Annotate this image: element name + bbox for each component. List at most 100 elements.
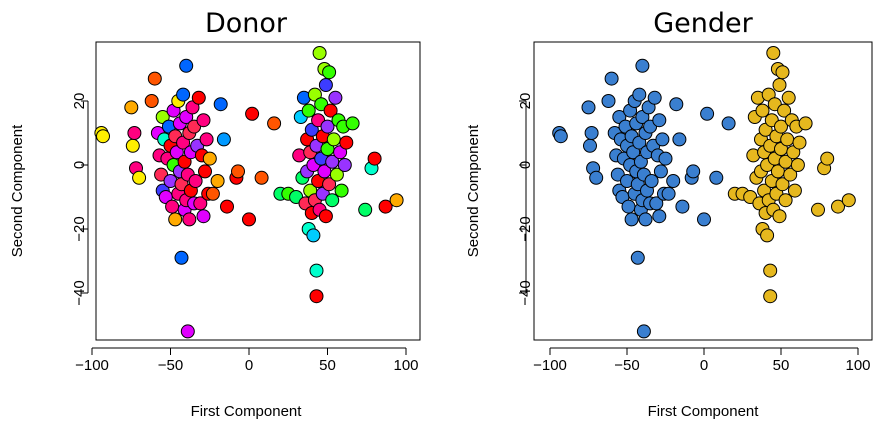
- donor-point: [320, 119, 335, 134]
- donor-point: [210, 174, 225, 188]
- donor-point: [182, 212, 197, 227]
- donor-point: [185, 100, 200, 115]
- donor-point: [180, 324, 195, 339]
- donor-panel: Donor −100 −50 0 50 100 −40 −20 0 20 First Comp…: [9, 8, 421, 420]
- donor-point: [312, 46, 327, 60]
- gender-point: [777, 103, 792, 118]
- gender-point: [763, 289, 778, 304]
- gender-point: [621, 199, 636, 214]
- gender-point: [644, 174, 659, 188]
- gender-points: [552, 46, 856, 339]
- donor-plot-frame: [95, 41, 421, 341]
- gender-point: [780, 132, 795, 147]
- gender-x-tick-label: −50: [614, 357, 639, 374]
- gender-point: [652, 113, 667, 128]
- gender-x-tick-label: 100: [845, 357, 870, 374]
- gender-point: [661, 186, 676, 201]
- donor-point: [367, 151, 382, 166]
- gender-point: [653, 164, 668, 179]
- gender-point: [700, 106, 715, 121]
- gender-point: [604, 71, 619, 86]
- donor-point: [176, 87, 191, 102]
- gender-point: [783, 167, 798, 182]
- donor-point: [334, 183, 349, 198]
- gender-point: [584, 126, 599, 140]
- gender-point: [772, 209, 787, 224]
- donor-point: [216, 132, 231, 147]
- donor-point: [329, 167, 344, 182]
- donor-x-tick-label: −100: [75, 357, 109, 374]
- donor-x-tick-label: −50: [158, 357, 183, 374]
- donor-point: [245, 106, 260, 121]
- gender-point: [666, 174, 681, 188]
- gender-y-tick-label: −20: [517, 216, 534, 241]
- gender-point: [774, 119, 788, 134]
- donor-point: [339, 135, 354, 150]
- gender-point: [697, 212, 711, 227]
- donor-point: [318, 209, 333, 224]
- donor-point: [389, 193, 404, 208]
- gender-point: [709, 170, 724, 185]
- donor-point: [96, 129, 110, 144]
- gender-y-tick-label: −40: [517, 280, 534, 305]
- donor-point: [231, 164, 245, 179]
- gender-point: [841, 193, 856, 208]
- donor-point: [199, 132, 214, 147]
- gender-y-tick-label: 0: [517, 161, 534, 169]
- donor-point: [309, 289, 324, 304]
- gender-x-axis: −100 −50 0 50 100: [533, 347, 871, 374]
- gender-point: [630, 250, 645, 265]
- donor-point: [220, 199, 234, 214]
- donor-x-tick-label: 100: [393, 357, 418, 374]
- donor-point: [328, 90, 343, 105]
- gender-point: [778, 193, 793, 208]
- donor-point: [326, 132, 341, 147]
- gender-point: [672, 132, 687, 147]
- donor-point: [322, 65, 337, 80]
- donor-title: Donor: [205, 8, 288, 39]
- donor-point: [193, 196, 208, 211]
- donor-point: [132, 170, 147, 185]
- gender-point: [766, 46, 781, 60]
- donor-point: [177, 154, 192, 169]
- gender-point: [553, 129, 568, 144]
- donor-x-tick-label: 0: [245, 357, 253, 374]
- gender-point: [792, 135, 807, 150]
- gender-point: [798, 116, 813, 131]
- gender-point: [675, 199, 690, 214]
- donor-y-axis: −40 −20 0 20: [71, 93, 89, 306]
- donor-point: [165, 199, 180, 214]
- donor-point: [304, 122, 319, 137]
- donor-point: [196, 113, 211, 128]
- gender-point: [636, 324, 651, 339]
- gender-point: [652, 209, 667, 224]
- gender-point: [755, 103, 770, 118]
- donor-y-tick-label: 20: [71, 93, 88, 110]
- gender-point: [781, 90, 796, 105]
- gender-point: [721, 116, 736, 131]
- gender-y-axis: −40 −20 0 20: [517, 93, 534, 306]
- gender-y-axis-label: Second Component: [465, 124, 482, 257]
- gender-point: [583, 138, 597, 153]
- gender-x-tick-label: −100: [533, 357, 567, 374]
- gender-x-tick-label: 50: [773, 357, 790, 374]
- gender-plot-frame: [533, 41, 873, 341]
- donor-point: [144, 94, 159, 108]
- donor-points: [94, 46, 404, 339]
- gender-panel: Gender −100 −50 0 50 100 −40 −20 0 20 First Com…: [465, 8, 873, 420]
- donor-x-axis-label: First Component: [191, 403, 303, 420]
- gender-point: [760, 228, 775, 243]
- donor-point: [191, 90, 206, 105]
- donor-point: [345, 116, 360, 131]
- donor-point: [242, 212, 256, 227]
- gender-point: [775, 177, 790, 192]
- gender-point: [669, 97, 684, 112]
- donor-point: [179, 110, 194, 124]
- donor-y-axis-label: Second Component: [9, 124, 26, 257]
- donor-point: [307, 87, 322, 102]
- gender-title: Gender: [653, 8, 753, 39]
- gender-point: [790, 158, 805, 172]
- donor-point: [202, 151, 217, 166]
- gender-point: [820, 151, 835, 166]
